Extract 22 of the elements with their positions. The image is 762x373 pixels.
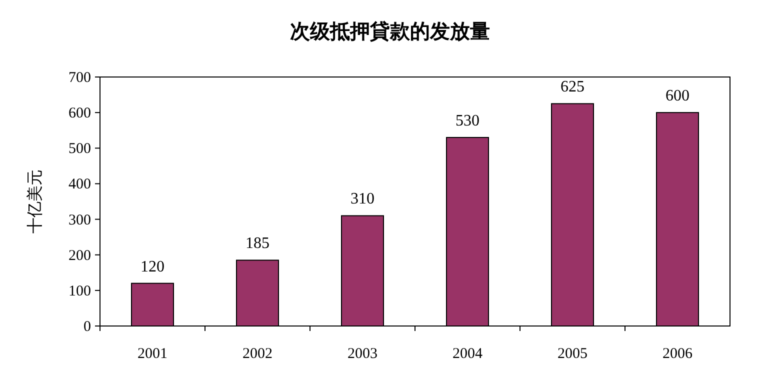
y-tick-label: 200 — [68, 248, 91, 264]
y-tick-label: 300 — [68, 212, 91, 228]
data-label: 530 — [456, 112, 480, 130]
x-tick-label: 2005 — [558, 346, 588, 362]
y-tick-label: 600 — [68, 106, 91, 122]
x-tick-label: 2006 — [662, 346, 693, 362]
data-label: 310 — [350, 190, 374, 208]
x-tick-label: 2002 — [242, 346, 272, 362]
data-label: 625 — [560, 78, 584, 96]
x-tick-label: 2001 — [138, 346, 168, 362]
y-tick-label: 0 — [84, 319, 91, 335]
chart-title: 次级抵押貸款的发放量 — [290, 20, 490, 43]
data-label: 600 — [666, 88, 690, 105]
y-axis-title: 十亿美元 — [26, 170, 44, 234]
y-tick-label: 400 — [68, 176, 91, 193]
data-label: 120 — [140, 258, 164, 276]
y-tick-label: 500 — [68, 141, 91, 158]
data-label: 185 — [246, 235, 270, 252]
x-tick-label: 2003 — [348, 346, 378, 362]
x-tick-label: 2004 — [452, 346, 483, 362]
y-tick-label: 100 — [68, 283, 91, 300]
y-tick-label: 700 — [68, 70, 91, 86]
